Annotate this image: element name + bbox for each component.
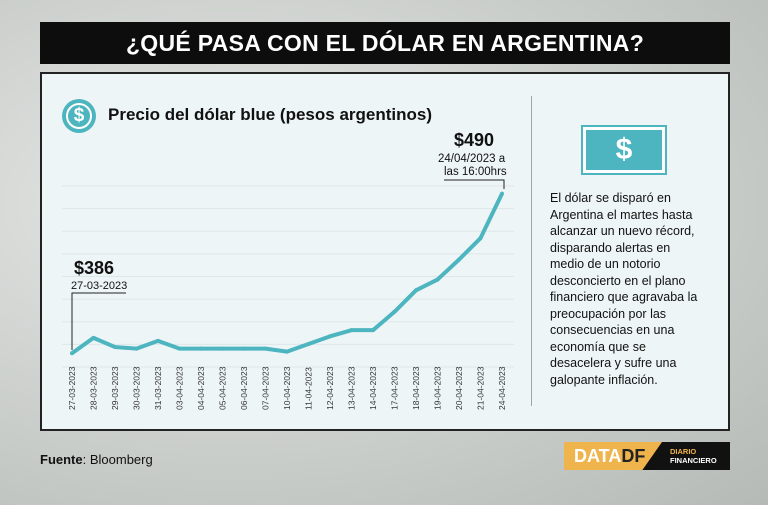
x-tick-label: 20-04-2023 [454, 366, 464, 410]
annotation-end-value: $490 [454, 130, 494, 150]
annotation-end: $490 24/04/2023 a las 16:00hrs [438, 130, 507, 189]
x-tick-label: 28-03-2023 [89, 366, 99, 410]
line-chart: 27-03-2023 28-03-2023 29-03-2023 30-03-2023… [62, 130, 514, 410]
x-tick-label: 10-04-2023 [282, 366, 292, 410]
x-tick-label: 30-03-2023 [132, 366, 142, 410]
chart-title: Precio del dólar blue (pesos argentinos) [108, 105, 433, 124]
x-tick-label: 29-03-2023 [110, 366, 120, 410]
page-title: ¿QUÉ PASA CON EL DÓLAR EN ARGENTINA? [40, 22, 730, 64]
annotation-start: $386 27-03-2023 [71, 258, 127, 350]
data-df-logo: DATA DF DIARIO FINANCIERO [564, 442, 730, 470]
description-text: El dólar se disparó en Argentina el mart… [550, 191, 698, 387]
source-note: Fuente: Bloomberg [40, 452, 153, 467]
data-point [134, 346, 139, 351]
series-line [70, 192, 504, 355]
data-point [500, 191, 504, 196]
data-point [435, 277, 440, 282]
data-point [478, 236, 483, 241]
data-point [285, 349, 289, 354]
data-point [263, 346, 268, 351]
data-point [177, 346, 182, 351]
data-point [199, 346, 203, 351]
data-point [371, 328, 375, 333]
data-point [414, 288, 418, 293]
data-point [349, 328, 354, 333]
divider [531, 96, 532, 406]
data-point [392, 309, 397, 314]
x-tick-label: 18-04-2023 [411, 366, 421, 410]
x-tick-label: 07-04-2023 [261, 366, 271, 410]
data-point [328, 334, 332, 339]
x-tick-label: 13-04-2023 [347, 366, 357, 410]
data-point [457, 257, 461, 262]
annotation-start-date: 27-03-2023 [71, 280, 127, 292]
data-point [156, 338, 160, 343]
data-point [70, 351, 74, 356]
data-point [113, 345, 117, 350]
data-point [306, 341, 311, 346]
dollar-circle-icon: $ [62, 99, 96, 133]
x-tick-label: 12-04-2023 [325, 366, 335, 410]
x-tick-label: 24-04-2023 [497, 366, 507, 410]
data-point [91, 335, 96, 340]
x-tick-label: 06-04-2023 [239, 366, 249, 410]
x-tick-label: 05-04-2023 [218, 366, 228, 410]
x-tick-label: 17-04-2023 [390, 366, 400, 410]
x-tick-label: 31-03-2023 [153, 366, 163, 410]
x-tick-label: 19-04-2023 [433, 366, 443, 410]
annotation-start-value: $386 [74, 258, 114, 278]
x-tick-label: 21-04-2023 [476, 366, 486, 410]
annotation-end-time: las 16:00hrs [444, 166, 507, 178]
x-tick-label: 11-04-2023 [304, 367, 314, 410]
x-tick-label: 14-04-2023 [368, 366, 378, 410]
infographic-panel: $ Precio del dólar blue (pesos argentino… [40, 72, 730, 431]
data-point [220, 346, 225, 351]
x-tick-label: 04-04-2023 [196, 366, 206, 410]
annotation-end-date: 24/04/2023 a [438, 153, 506, 165]
data-point [242, 346, 246, 351]
dollar-bill-icon: $ [581, 125, 667, 175]
x-tick-label: 03-04-2023 [175, 366, 185, 410]
x-tick-label: 27-03-2023 [67, 366, 77, 410]
